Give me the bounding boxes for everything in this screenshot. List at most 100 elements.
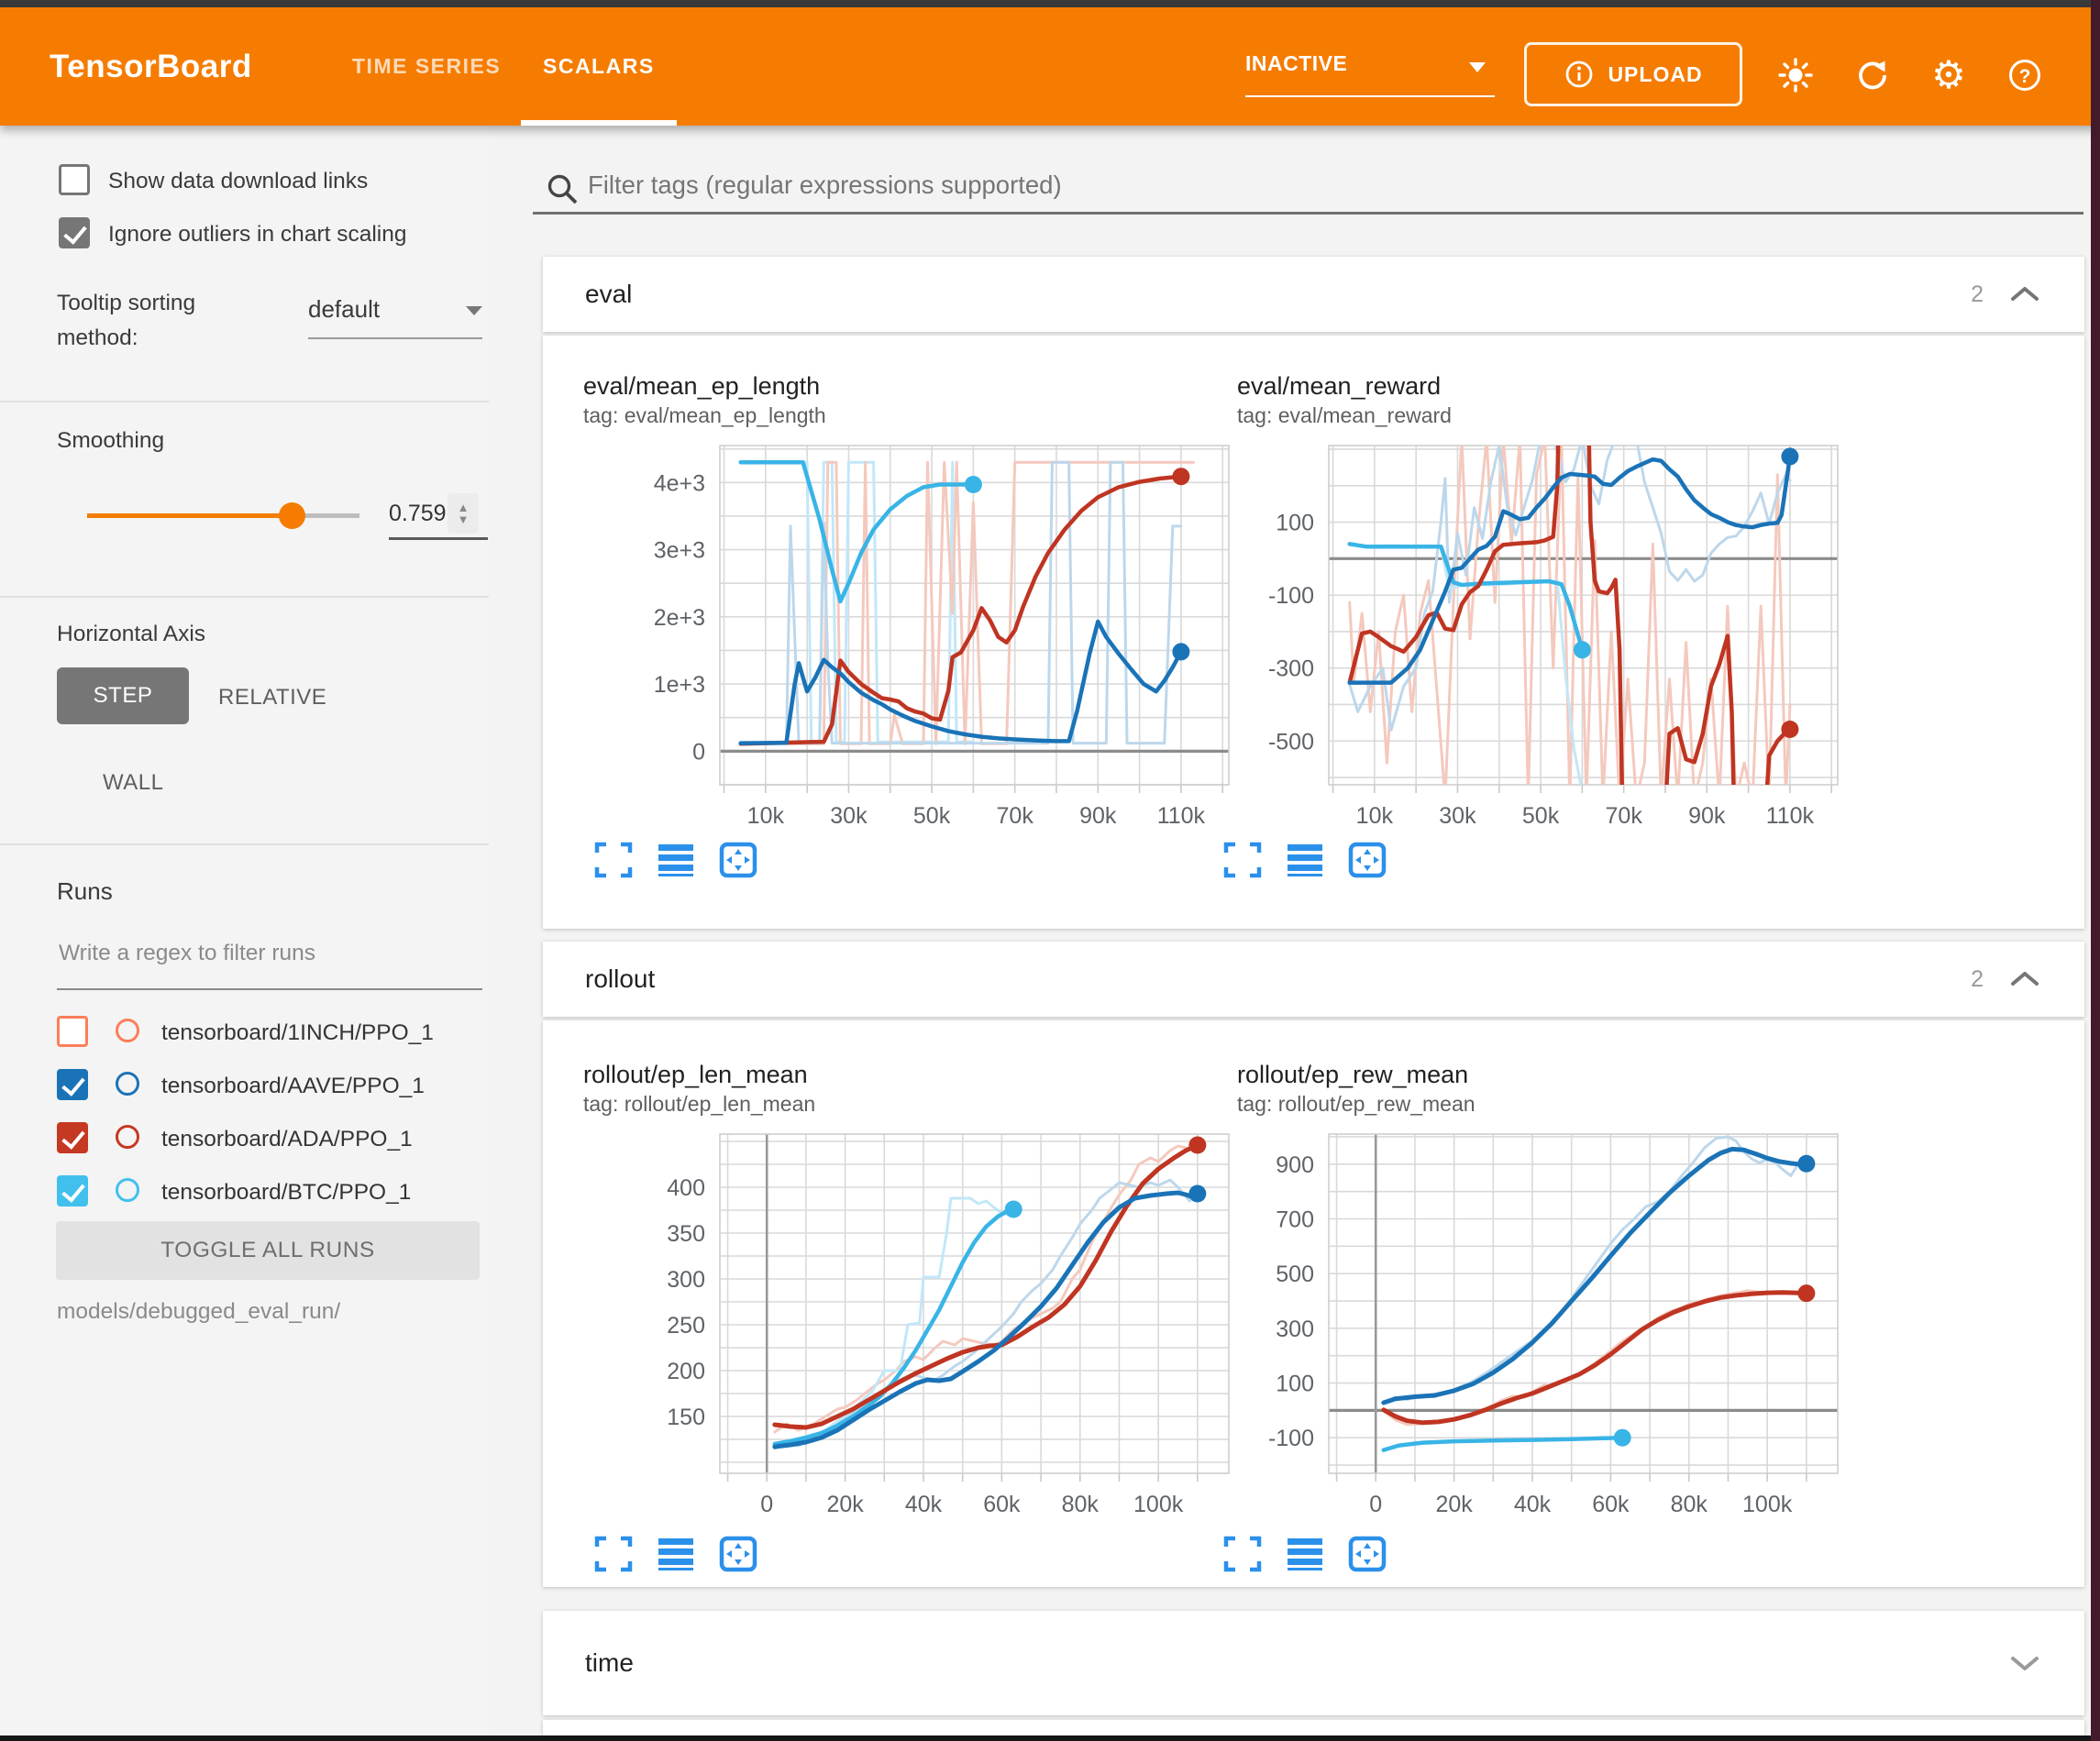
expand-chart-icon[interactable] bbox=[594, 1536, 633, 1572]
svg-text:100k: 100k bbox=[1133, 1492, 1184, 1517]
run-checkbox-ada[interactable] bbox=[57, 1122, 88, 1153]
chart-toolbar bbox=[1223, 842, 1387, 878]
svg-text:0: 0 bbox=[1369, 1492, 1382, 1517]
chart-toolbar bbox=[594, 1536, 757, 1572]
upload-button[interactable]: UPLOAD bbox=[1524, 42, 1742, 106]
smoothing-stepper[interactable]: ▲ ▼ bbox=[448, 493, 479, 534]
window-bottom-strip bbox=[0, 1735, 2100, 1741]
data-table-icon[interactable] bbox=[1286, 1536, 1324, 1572]
run-checkbox-aave[interactable] bbox=[57, 1069, 88, 1100]
run-checkbox-btc[interactable] bbox=[57, 1175, 88, 1207]
status-dropdown[interactable]: INACTIVE bbox=[1245, 40, 1495, 101]
show-download-links-checkbox[interactable] bbox=[59, 164, 90, 195]
chart-eval-mean-ep-length[interactable]: 10k 30k 50k 70k 90k 110k 0 1e+3 2e+3 3e+3 4e+3 bbox=[569, 436, 1238, 831]
run-checkbox-1inch[interactable] bbox=[57, 1016, 88, 1047]
smoothing-value-input[interactable] bbox=[389, 500, 448, 527]
expand-chart-icon[interactable] bbox=[1223, 1536, 1262, 1572]
expand-chart-icon[interactable] bbox=[1223, 842, 1262, 878]
smoothing-slider-fill bbox=[87, 513, 292, 518]
ignore-outliers-checkbox[interactable] bbox=[59, 217, 90, 248]
app-header: TensorBoard TIME SERIES SCALARS INACTIVE… bbox=[0, 7, 2100, 126]
stepper-up-icon[interactable]: ▲ bbox=[457, 501, 470, 514]
svg-text:10k: 10k bbox=[747, 803, 785, 829]
smoothing-slider-thumb[interactable] bbox=[279, 502, 305, 529]
axis-wall-button[interactable]: WALL bbox=[103, 770, 164, 795]
svg-text:-100: -100 bbox=[1268, 583, 1314, 609]
section-header-rollout[interactable]: rollout 2 bbox=[543, 942, 2084, 1017]
chart-eval-mean-reward[interactable]: 10k 30k 50k 70k 90k 110k 100 -100 -300 -500 bbox=[1177, 436, 1847, 831]
svg-text:200: 200 bbox=[667, 1359, 705, 1384]
chevron-down-icon bbox=[1469, 62, 1486, 72]
section-title: rollout bbox=[585, 964, 656, 993]
svg-text:-300: -300 bbox=[1268, 656, 1314, 682]
chart-rollout-ep-rew-mean[interactable]: 0 20k 40k 60k 80k 100k -100 100 300 500 700 900 bbox=[1177, 1125, 1847, 1519]
section-header-eval[interactable]: eval 2 bbox=[543, 257, 2084, 332]
expand-chart-icon[interactable] bbox=[594, 842, 633, 878]
section-count-badge: 2 bbox=[1971, 965, 1984, 992]
chevron-up-icon[interactable] bbox=[2009, 970, 2040, 988]
chart-tag: tag: eval/mean_reward bbox=[1237, 403, 1452, 427]
tab-scalars[interactable]: SCALARS bbox=[543, 54, 655, 78]
run-color-circle[interactable] bbox=[116, 1178, 139, 1202]
svg-text:250: 250 bbox=[667, 1313, 705, 1339]
divider bbox=[0, 843, 489, 845]
svg-text:60k: 60k bbox=[1592, 1492, 1630, 1517]
svg-text:40k: 40k bbox=[1514, 1492, 1552, 1517]
tooltip-sorting-dropdown[interactable]: default bbox=[308, 295, 482, 341]
right-edge-strip bbox=[2091, 0, 2100, 1741]
svg-text:-100: -100 bbox=[1268, 1426, 1314, 1451]
help-icon[interactable]: ? bbox=[2006, 57, 2043, 94]
svg-text:500: 500 bbox=[1276, 1262, 1314, 1287]
svg-text:150: 150 bbox=[667, 1405, 705, 1430]
fit-domain-icon[interactable] bbox=[719, 842, 757, 878]
svg-text:110k: 110k bbox=[1157, 803, 1206, 829]
svg-text:20k: 20k bbox=[1435, 1492, 1473, 1517]
run-color-circle[interactable] bbox=[116, 1019, 139, 1042]
chart-tag: tag: eval/mean_ep_length bbox=[583, 403, 826, 427]
settings-gear-icon[interactable]: ⚙ bbox=[1931, 53, 1966, 96]
run-color-circle[interactable] bbox=[116, 1125, 139, 1149]
svg-text:1e+3: 1e+3 bbox=[654, 672, 705, 698]
svg-text:30k: 30k bbox=[1439, 803, 1476, 829]
upload-button-label: UPLOAD bbox=[1608, 61, 1703, 86]
chart-toolbar bbox=[1223, 1536, 1387, 1572]
fit-domain-icon[interactable] bbox=[1348, 1536, 1387, 1572]
stepper-down-icon[interactable]: ▼ bbox=[457, 512, 470, 526]
refresh-icon[interactable] bbox=[1854, 57, 1891, 94]
chevron-down-icon[interactable] bbox=[2009, 1654, 2040, 1672]
data-table-icon[interactable] bbox=[657, 842, 695, 878]
status-underline bbox=[1245, 95, 1495, 97]
chart-title: rollout/ep_rew_mean bbox=[1237, 1061, 1469, 1088]
tag-filter-input[interactable] bbox=[588, 165, 2073, 205]
tag-filter bbox=[533, 165, 2083, 216]
chevron-down-icon bbox=[466, 306, 482, 315]
fit-domain-icon[interactable] bbox=[1348, 842, 1387, 878]
section-header-time[interactable]: time bbox=[543, 1611, 2084, 1715]
toggle-all-runs-button[interactable]: TOGGLE ALL RUNS bbox=[56, 1221, 480, 1280]
tooltip-sorting-label-1: Tooltip sorting bbox=[57, 291, 196, 315]
svg-text:70k: 70k bbox=[997, 803, 1034, 829]
brightness-icon[interactable] bbox=[1777, 57, 1814, 94]
svg-text:300: 300 bbox=[667, 1267, 705, 1293]
tab-time-series[interactable]: TIME SERIES bbox=[352, 54, 502, 78]
svg-text:80k: 80k bbox=[1671, 1492, 1708, 1517]
smoothing-input-underline bbox=[389, 537, 488, 540]
run-label: tensorboard/AAVE/PPO_1 bbox=[161, 1074, 425, 1098]
svg-text:30k: 30k bbox=[830, 803, 868, 829]
svg-text:40k: 40k bbox=[905, 1492, 943, 1517]
runs-filter-input[interactable] bbox=[57, 940, 479, 967]
svg-text:-500: -500 bbox=[1268, 729, 1314, 755]
data-table-icon[interactable] bbox=[1286, 842, 1324, 878]
horizontal-axis-label: Horizontal Axis bbox=[57, 622, 206, 646]
axis-step-button[interactable]: STEP bbox=[57, 667, 189, 724]
chart-tag: tag: rollout/ep_rew_mean bbox=[1237, 1092, 1476, 1116]
run-label: tensorboard/1INCH/PPO_1 bbox=[161, 1020, 434, 1045]
fit-domain-icon[interactable] bbox=[719, 1536, 757, 1572]
chevron-up-icon[interactable] bbox=[2009, 285, 2040, 303]
run-color-circle[interactable] bbox=[116, 1072, 139, 1096]
info-icon bbox=[1566, 61, 1593, 88]
axis-relative-button[interactable]: RELATIVE bbox=[218, 685, 327, 710]
data-table-icon[interactable] bbox=[657, 1536, 695, 1572]
chart-rollout-ep-len-mean[interactable]: 0 20k 40k 60k 80k 100k 150 200 250 300 350 400 bbox=[569, 1125, 1238, 1519]
svg-text:?: ? bbox=[2019, 66, 2031, 87]
